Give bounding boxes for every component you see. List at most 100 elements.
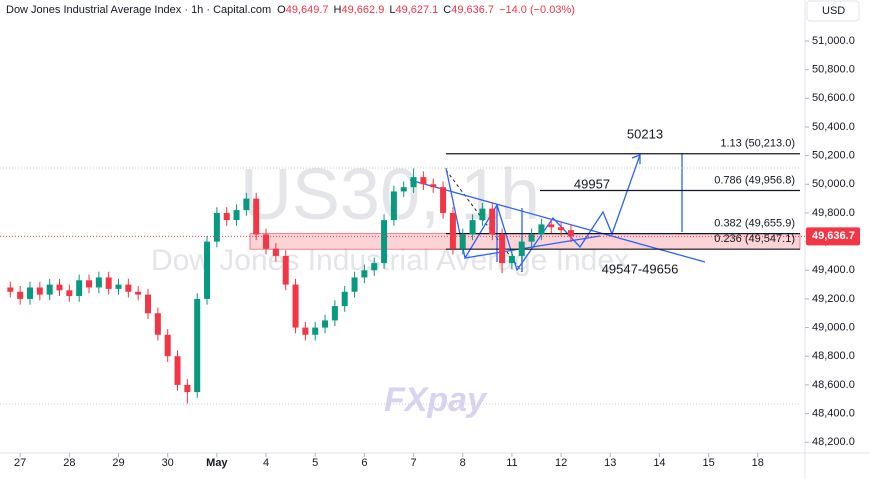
candle-body xyxy=(302,327,309,335)
candle-body xyxy=(489,208,496,235)
x-tick-label: 4 xyxy=(263,457,269,469)
candle-body xyxy=(548,224,555,228)
candle-body xyxy=(145,294,152,314)
fib-label: 0.786 (49,956.8) xyxy=(714,174,795,186)
header-part: 49,649.7 xyxy=(286,4,329,16)
candle-body xyxy=(184,384,191,393)
candle-body xyxy=(26,287,33,299)
x-tick-label: 8 xyxy=(460,457,466,469)
y-tick-label: 48,800.0 xyxy=(812,350,855,362)
candle-body xyxy=(46,284,53,295)
candle-body xyxy=(528,234,535,242)
candle-body xyxy=(263,234,270,249)
target-label: 49957 xyxy=(574,176,610,191)
y-tick-label: 49,800.0 xyxy=(812,207,855,219)
candle-body xyxy=(479,208,486,221)
y-tick-label: 51,000.0 xyxy=(812,35,855,47)
candle-body xyxy=(449,212,456,249)
candle-body xyxy=(410,177,417,188)
fib-label: 1.13 (50,213.0) xyxy=(720,138,795,150)
y-tick-label: 50,800.0 xyxy=(812,64,855,76)
ohlc-key: O xyxy=(277,4,286,16)
fib-label: 0.382 (49,655.9) xyxy=(714,217,795,229)
header-part: Dow Jones Industrial Average Index · 1h … xyxy=(6,4,271,16)
candle-body xyxy=(558,227,565,231)
candle-body xyxy=(95,277,102,288)
x-tick-label: 14 xyxy=(653,457,665,469)
candle-body xyxy=(351,277,358,292)
candle-body xyxy=(7,287,14,292)
candle-body xyxy=(390,191,397,221)
candle-body xyxy=(459,234,466,249)
x-tick-label: 30 xyxy=(162,457,174,469)
candle-body xyxy=(292,284,299,328)
candle-body xyxy=(440,187,447,213)
candle-body xyxy=(312,327,319,335)
x-tick-label: 13 xyxy=(604,457,616,469)
ohlc-key: L xyxy=(389,4,395,16)
candle-body xyxy=(76,280,83,297)
ohlc-key: H xyxy=(334,4,342,16)
x-tick-label: 18 xyxy=(752,457,764,469)
target-label: 50213 xyxy=(627,126,663,141)
x-tick-label: 29 xyxy=(112,457,124,469)
candle-body xyxy=(17,291,24,299)
candle-body xyxy=(518,241,525,256)
candle-body xyxy=(135,291,142,295)
candle-body xyxy=(213,212,220,242)
x-tick-label: 7 xyxy=(411,457,417,469)
candle-body xyxy=(499,234,506,264)
candle-body xyxy=(331,306,338,321)
candle-body xyxy=(36,287,43,295)
currency-box[interactable] xyxy=(806,0,860,22)
candle-body xyxy=(322,320,329,328)
candle-body xyxy=(174,356,181,385)
triangle-upper xyxy=(409,179,706,263)
x-tick-label: 28 xyxy=(63,457,75,469)
x-tick-label: 11 xyxy=(506,457,517,469)
candle-body xyxy=(204,241,211,299)
candle-body xyxy=(243,198,250,211)
x-tick-label: 12 xyxy=(555,457,567,469)
candle-body xyxy=(282,255,289,285)
candle-body xyxy=(272,248,279,256)
header-part: 49,627.1 xyxy=(395,4,438,16)
candle-body xyxy=(56,284,63,291)
y-tick-label: 48,200.0 xyxy=(812,436,855,448)
candle-body xyxy=(66,290,73,297)
candle-body xyxy=(86,280,93,288)
candle-body xyxy=(115,284,122,289)
x-tick-label: 6 xyxy=(361,457,367,469)
candle-body xyxy=(381,220,388,264)
candle-body xyxy=(105,277,112,289)
x-tick-label: May xyxy=(206,457,228,469)
ohlc-key: C xyxy=(443,4,451,16)
y-tick-label: 50,000.0 xyxy=(812,178,855,190)
candle-body xyxy=(469,220,476,235)
y-tick-label: 48,600.0 xyxy=(812,379,855,391)
header-part: 49,636.7 xyxy=(451,4,494,16)
candle-body xyxy=(508,255,515,264)
y-tick-label: 49,200.0 xyxy=(812,293,855,305)
watermark-brand: FXpay xyxy=(384,381,488,419)
candle-body xyxy=(420,177,427,185)
fib-label: 0.236 (49,547.1) xyxy=(714,233,795,245)
y-tick-label: 49,400.0 xyxy=(812,264,855,276)
candle-body xyxy=(430,184,437,188)
candle-body xyxy=(125,284,132,292)
x-tick-label: 27 xyxy=(14,457,26,469)
y-tick-label: 49,000.0 xyxy=(812,321,855,333)
header-part: 49,662.9 xyxy=(342,4,385,16)
candle-body xyxy=(194,298,201,393)
candle-body xyxy=(154,313,161,335)
last-price-box xyxy=(806,227,860,246)
header: Dow Jones Industrial Average Index · 1h … xyxy=(6,4,575,16)
candle-body xyxy=(371,263,378,271)
candle-body xyxy=(361,270,368,278)
candle-body xyxy=(538,224,545,235)
currency: USD xyxy=(822,5,845,17)
arrow-head xyxy=(631,154,641,164)
y-tick-label: 48,400.0 xyxy=(812,407,855,419)
